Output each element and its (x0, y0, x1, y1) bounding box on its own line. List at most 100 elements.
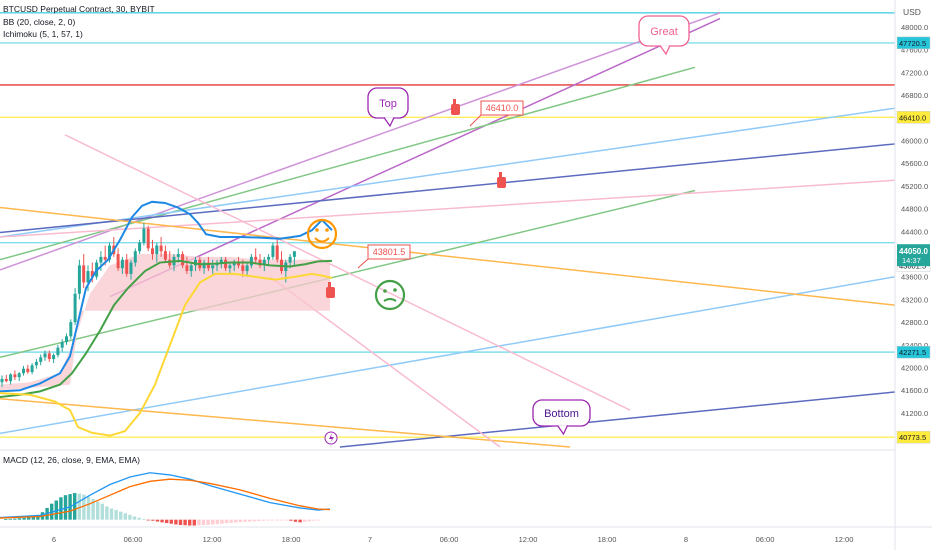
price-flag-pointer (357, 258, 369, 269)
macd-bar (293, 519, 298, 522)
hand-shape (451, 104, 460, 115)
macd-bar (96, 501, 100, 520)
sick-eye (383, 289, 387, 293)
price-tick: 43600.0 (901, 273, 928, 282)
macd-bar (132, 516, 137, 520)
candle (22, 365, 25, 376)
price-flag-3: 46410.0 (480, 100, 524, 116)
macd-bar (261, 519, 265, 521)
candle (17, 372, 21, 382)
macd-bar (289, 519, 293, 521)
cloud-area (0, 254, 330, 391)
callout-tail (383, 117, 395, 128)
candle-body (129, 262, 133, 274)
macd-bar (8, 518, 12, 520)
last-price-value: 44050.0 (899, 247, 928, 256)
price-flag-pointer (469, 114, 482, 127)
price-flag-4: 43801.5 (367, 244, 411, 260)
lightning-bolt (329, 433, 334, 443)
candle (26, 364, 30, 374)
time-tick: 8 (684, 535, 688, 544)
candle (52, 353, 56, 364)
macd-bar (298, 519, 302, 523)
candle (34, 359, 38, 369)
macd-bar (100, 503, 104, 520)
price-label-box-4 (896, 430, 931, 444)
candle-body (56, 347, 60, 356)
hand-finger (499, 172, 502, 179)
hand-shape (497, 177, 506, 188)
candle (120, 256, 124, 274)
price-tick: 47600.0 (901, 46, 928, 55)
callout-1: Great (638, 15, 690, 56)
callout-text: Bottom (544, 408, 579, 420)
price-flag-box (480, 100, 524, 116)
trend-line-4 (0, 107, 896, 238)
candle (86, 265, 90, 291)
candle (116, 248, 120, 272)
trend-line-0 (0, 12, 721, 271)
candle-body (9, 374, 13, 382)
candle (138, 239, 142, 255)
macd-bar (63, 495, 68, 520)
sick-outline (374, 279, 406, 311)
price-label-box-3 (896, 345, 931, 359)
candle (4, 374, 8, 383)
macd-bar (220, 519, 224, 524)
symbol-title: BTCUSD Perpetual Contract, 30, BYBIT (3, 4, 155, 14)
macd-bar (197, 519, 201, 526)
price-label-4: 40773.5 (899, 433, 926, 442)
candle-body (103, 256, 107, 260)
candle-body (133, 251, 137, 263)
candle (30, 363, 34, 375)
candle-body (163, 251, 167, 260)
candle-body (4, 378, 8, 382)
candle-body (30, 365, 34, 373)
macd-bar (4, 519, 8, 520)
price-tick: 44800.0 (901, 205, 928, 214)
candle-body (249, 256, 253, 266)
price-tick: 42400.0 (901, 341, 928, 350)
candle-body (125, 259, 129, 274)
macd-bar (128, 514, 132, 520)
smiley-mouth (314, 237, 330, 243)
trend-line-6 (0, 143, 896, 234)
macd-bar (114, 510, 118, 520)
macd-bar (73, 493, 77, 520)
candle-body (206, 262, 210, 269)
candle (181, 251, 185, 269)
candle-body (108, 245, 111, 260)
ichimoku-cloud (0, 254, 330, 391)
price-flag-text: 46410.0 (486, 103, 519, 113)
macd-bar (82, 494, 86, 520)
hand-finger (328, 282, 331, 289)
callout-2: Bottom (532, 399, 591, 436)
price-tick: 42000.0 (901, 364, 928, 373)
macd-bar (137, 517, 141, 520)
candle-body (202, 262, 206, 269)
time-tick: 7 (368, 535, 372, 544)
candle (185, 256, 189, 274)
macd-bar (188, 519, 192, 526)
lightning-icon (324, 431, 338, 445)
smiley-eye (325, 228, 329, 232)
candle (155, 242, 159, 263)
candle (125, 254, 129, 277)
candle (108, 242, 111, 263)
macd-bar (59, 497, 63, 520)
candle (146, 225, 150, 252)
price-tick: 48000.0 (901, 23, 928, 32)
smiley-eye (315, 228, 319, 232)
candle-body (189, 265, 193, 272)
price-flag-text: 43801.5 (373, 247, 406, 257)
macd-bar (178, 519, 183, 525)
currency-label[interactable]: USD (903, 7, 921, 17)
candle (39, 354, 43, 366)
trend-line-5 (0, 276, 896, 435)
candle-body (159, 245, 163, 252)
candle-body (237, 262, 240, 266)
macd-bar (252, 519, 256, 522)
macd-bar (201, 519, 206, 525)
macd-bar (229, 519, 233, 523)
